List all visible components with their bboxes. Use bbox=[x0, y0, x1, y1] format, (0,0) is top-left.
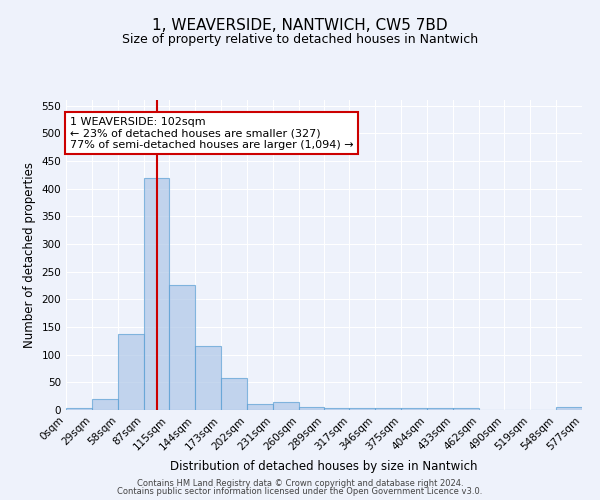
Bar bbox=[221, 378, 247, 410]
Bar bbox=[556, 407, 582, 410]
Bar bbox=[376, 408, 401, 410]
Y-axis label: Number of detached properties: Number of detached properties bbox=[23, 162, 36, 348]
Bar bbox=[118, 334, 144, 410]
Text: Size of property relative to detached houses in Nantwich: Size of property relative to detached ho… bbox=[122, 32, 478, 46]
Bar bbox=[169, 286, 195, 410]
Bar bbox=[272, 402, 299, 410]
Bar bbox=[144, 178, 169, 410]
Bar bbox=[453, 408, 479, 410]
Text: Contains HM Land Registry data © Crown copyright and database right 2024.: Contains HM Land Registry data © Crown c… bbox=[137, 478, 463, 488]
Bar bbox=[299, 407, 325, 410]
Bar bbox=[66, 408, 92, 410]
Bar bbox=[349, 408, 376, 410]
Bar bbox=[247, 404, 272, 410]
Bar bbox=[427, 408, 453, 410]
Bar bbox=[195, 346, 221, 410]
Text: 1 WEAVERSIDE: 102sqm
← 23% of detached houses are smaller (327)
77% of semi-deta: 1 WEAVERSIDE: 102sqm ← 23% of detached h… bbox=[70, 116, 353, 150]
Bar bbox=[92, 399, 118, 410]
X-axis label: Distribution of detached houses by size in Nantwich: Distribution of detached houses by size … bbox=[170, 460, 478, 473]
Bar bbox=[325, 408, 349, 410]
Text: 1, WEAVERSIDE, NANTWICH, CW5 7BD: 1, WEAVERSIDE, NANTWICH, CW5 7BD bbox=[152, 18, 448, 32]
Text: Contains public sector information licensed under the Open Government Licence v3: Contains public sector information licen… bbox=[118, 487, 482, 496]
Bar bbox=[401, 408, 427, 410]
